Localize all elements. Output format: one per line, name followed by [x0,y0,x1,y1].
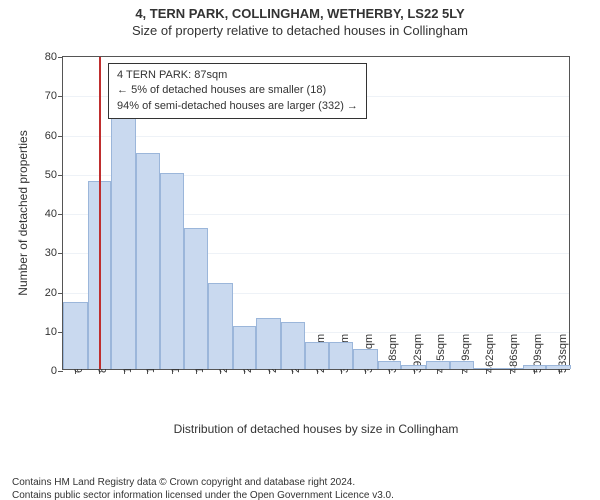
histogram-bar [233,326,257,369]
histogram-bar [111,90,136,369]
y-tick-label: 30 [45,247,57,259]
y-tick-label: 70 [45,90,57,102]
histogram-bar [281,322,305,369]
y-tick-label: 0 [51,365,57,377]
y-tick-mark [58,253,63,254]
y-tick-label: 20 [45,287,57,299]
chart-area: 0102030405060708063sqm86sqm110sqm133sqm1… [0,50,600,430]
y-tick-mark [58,57,63,58]
footer-line-2: Contains public sector information licen… [12,490,588,500]
histogram-bar [546,365,571,369]
y-tick-label: 80 [45,51,57,63]
y-tick-label: 40 [45,208,57,220]
histogram-bar [184,228,208,369]
y-tick-mark [58,293,63,294]
figure-subtitle: Size of property relative to detached ho… [0,23,600,38]
figure-title: 4, TERN PARK, COLLINGHAM, WETHERBY, LS22… [0,6,600,21]
histogram-bar [523,365,547,369]
annotation-box: 4 TERN PARK: 87sqm← 5% of detached house… [108,63,367,119]
histogram-bar [256,318,281,369]
histogram-bar [305,342,330,369]
y-axis-label: Number of detached properties [16,130,30,295]
figure: 4, TERN PARK, COLLINGHAM, WETHERBY, LS22… [0,6,600,500]
footer-line-1: Contains HM Land Registry data © Crown c… [12,477,588,490]
histogram-bar [329,342,353,369]
histogram-bar [353,349,378,369]
histogram-bar [63,302,88,369]
y-tick-mark [58,214,63,215]
y-tick-mark [58,136,63,137]
gridline [63,136,569,137]
y-tick-label: 10 [45,326,57,338]
histogram-bar [160,173,185,369]
histogram-bar [474,368,498,369]
histogram-bar [378,361,402,369]
plot-area: 0102030405060708063sqm86sqm110sqm133sqm1… [62,56,570,370]
y-tick-label: 60 [45,130,57,142]
histogram-bar [498,368,523,369]
histogram-bar [450,361,475,369]
annotation-line: ← 5% of detached houses are smaller (18) [117,83,358,98]
annotation-line: 94% of semi-detached houses are larger (… [117,99,358,114]
histogram-bar [401,365,426,369]
x-axis-label: Distribution of detached houses by size … [174,422,459,436]
annotation-line: 4 TERN PARK: 87sqm [117,68,358,83]
reference-line [99,57,101,369]
histogram-bar [426,361,450,369]
attribution-footer: Contains HM Land Registry data © Crown c… [12,477,588,500]
y-tick-mark [58,175,63,176]
y-tick-mark [58,371,63,372]
histogram-bar [136,153,160,369]
y-tick-label: 50 [45,169,57,181]
y-tick-mark [58,96,63,97]
histogram-bar [208,283,233,369]
